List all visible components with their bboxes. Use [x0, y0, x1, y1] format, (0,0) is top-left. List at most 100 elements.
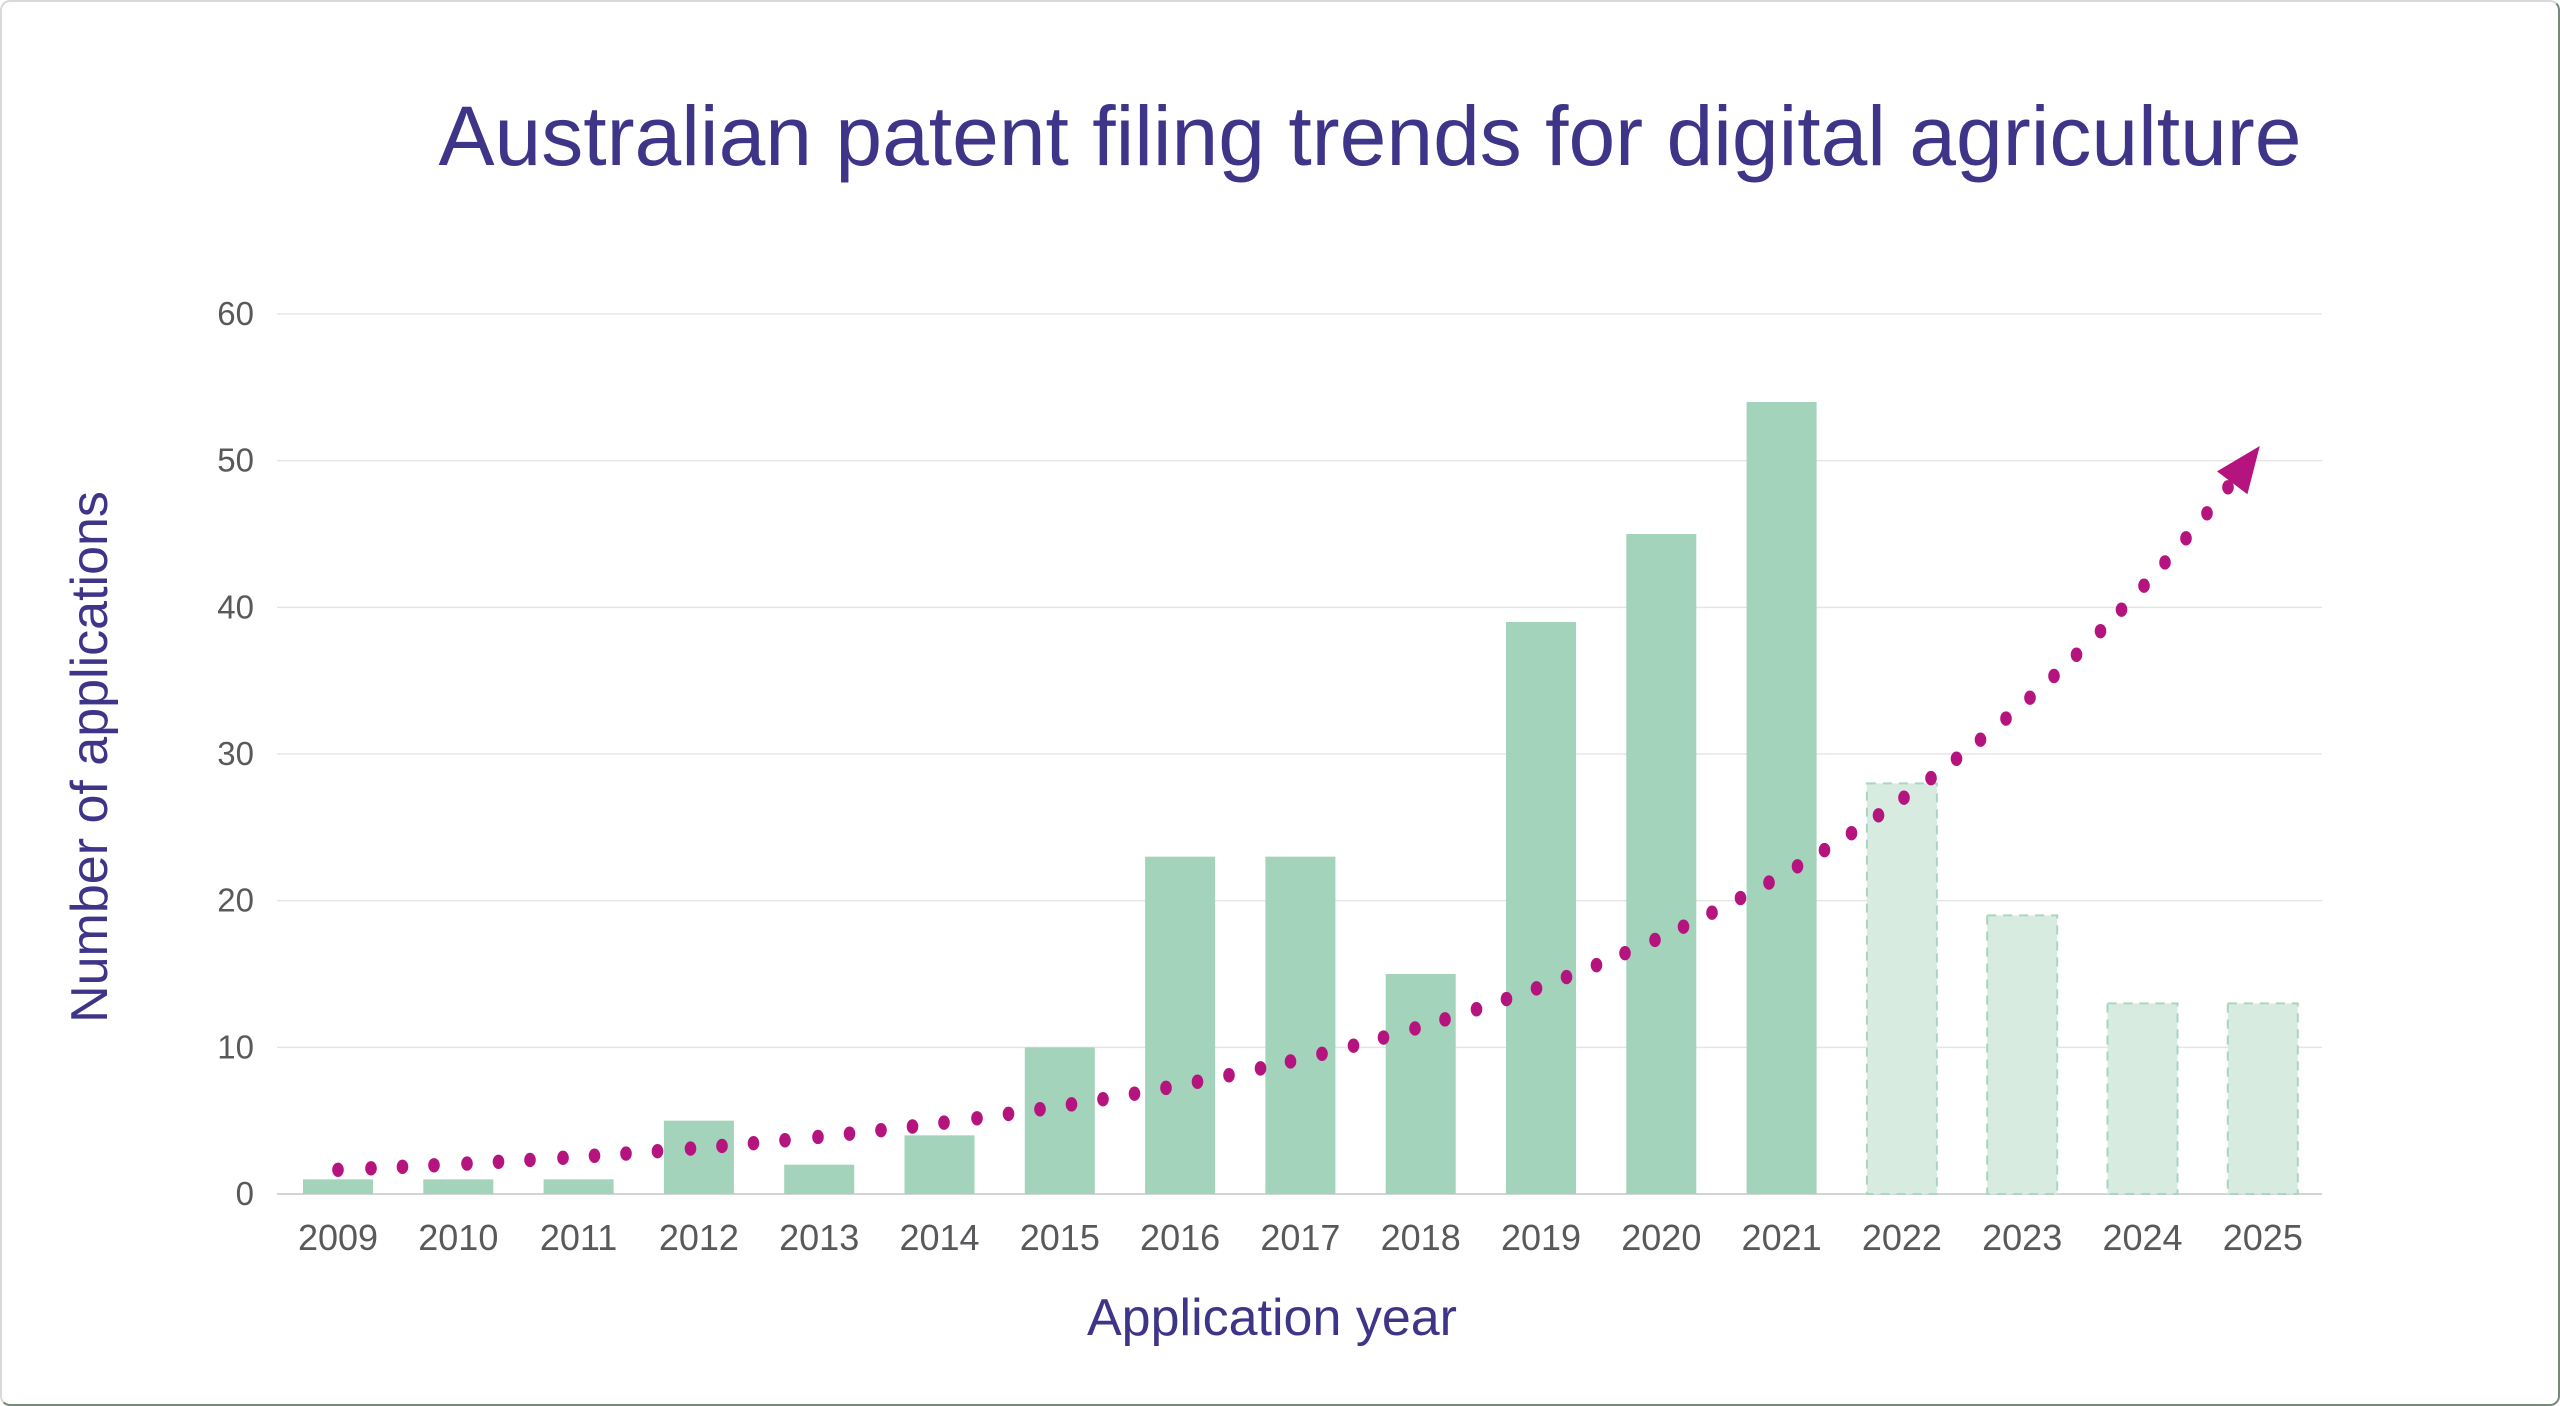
x-tick-2013: 2013 [779, 1217, 859, 1258]
trend-dot [620, 1146, 632, 1161]
trend-dot [1649, 932, 1661, 948]
x-tick-2009: 2009 [298, 1217, 378, 1258]
trend-dot [1439, 1012, 1451, 1027]
trend-dot [1791, 859, 1804, 874]
trend-dot [1223, 1068, 1235, 1083]
trend-dot [779, 1133, 791, 1148]
trend-dot [332, 1162, 344, 1177]
x-tick-2021: 2021 [1742, 1217, 1822, 1258]
trend-dot [2159, 555, 2171, 570]
trend-dot [1950, 751, 1963, 766]
x-tick-2017: 2017 [1260, 1217, 1340, 1258]
bar-2018 [1385, 973, 1456, 1194]
trend-dot [1316, 1046, 1328, 1061]
x-tick-2012: 2012 [659, 1217, 739, 1258]
trend-dot [1191, 1074, 1204, 1089]
forecast-bar-2023 [1986, 914, 2059, 1196]
trend-dot [1925, 770, 1937, 786]
trend-dot [1254, 1061, 1267, 1076]
forecast-bar-2025 [2226, 1002, 2299, 1195]
trend-dot [2115, 602, 2128, 617]
trend-dot [365, 1161, 377, 1176]
trend-dot [875, 1122, 887, 1138]
trend-dot [2138, 578, 2150, 593]
trend-dot [906, 1119, 919, 1134]
bar-2009 [303, 1179, 373, 1194]
chart-title: Australian patent filing trends for digi… [438, 89, 2301, 183]
x-tick-2014: 2014 [899, 1217, 979, 1258]
trend-dot [716, 1138, 728, 1154]
trend-dot [588, 1148, 601, 1163]
trend-dot [1097, 1091, 1109, 1107]
bar-2012 [663, 1120, 734, 1194]
trend-dot [1500, 991, 1513, 1007]
bar-2013 [784, 1164, 855, 1194]
trend-dot [2201, 506, 2213, 521]
trend-dot [1590, 957, 1603, 973]
trend-dot [1763, 875, 1775, 890]
bar-2015 [1024, 1047, 1095, 1194]
trend-dot [1872, 808, 1885, 823]
bar-series [303, 401, 2299, 1196]
x-axis-tick-labels: 2009 2010 2011 2012 2013 2014 2015 2016 2017 2018… [298, 1217, 2303, 1258]
x-tick-2010: 2010 [418, 1217, 498, 1258]
x-axis-title: Application year [1087, 1289, 1457, 1347]
y-tick-10: 10 [217, 1028, 254, 1065]
y-axis-tick-labels: 0 10 20 30 40 50 60 [217, 295, 254, 1212]
y-tick-60: 60 [217, 295, 254, 332]
y-tick-20: 20 [217, 882, 254, 919]
y-axis-title: Number of applications [61, 491, 119, 1023]
trend-dot [2048, 668, 2060, 684]
trend-dot [1065, 1097, 1078, 1112]
trend-dot [2024, 690, 2036, 705]
trend-dot [2070, 647, 2083, 662]
trend-dot [2000, 711, 2012, 726]
trend-dot [1818, 842, 1831, 858]
trend-dot [1560, 969, 1573, 985]
trend-dot [1284, 1054, 1297, 1069]
trend-dot [557, 1150, 569, 1166]
trend-dot [812, 1129, 824, 1145]
x-tick-2023: 2023 [1982, 1217, 2062, 1258]
bar-2014 [904, 1135, 975, 1194]
bar-2020 [1626, 533, 1697, 1194]
gridlines [277, 313, 2322, 1195]
trend-dot [1974, 732, 1987, 747]
trend-dot [492, 1154, 505, 1169]
trend-dot [524, 1152, 536, 1168]
trend-line [332, 446, 2260, 1177]
trend-dot [843, 1126, 856, 1141]
bar-2021 [1746, 401, 1817, 1194]
x-tick-2018: 2018 [1381, 1217, 1461, 1258]
trend-dot [1409, 1021, 1421, 1036]
bar-2011 [543, 1179, 614, 1194]
trend-dot [1619, 945, 1631, 961]
trend-arrowhead-icon [2217, 446, 2260, 495]
trend-dot [396, 1159, 409, 1175]
y-tick-50: 50 [217, 442, 254, 479]
trend-dot [651, 1143, 664, 1159]
y-tick-0: 0 [236, 1175, 254, 1212]
trend-dot [747, 1135, 760, 1151]
x-tick-2015: 2015 [1020, 1217, 1100, 1258]
x-tick-2011: 2011 [540, 1217, 617, 1258]
trend-dot [971, 1111, 983, 1126]
trend-dot [1347, 1038, 1360, 1053]
forecast-bar-2024 [2106, 1002, 2179, 1195]
trend-dot [1002, 1106, 1015, 1122]
trend-dot [1734, 890, 1747, 906]
x-tick-2022: 2022 [1862, 1217, 1942, 1258]
trend-dot [2222, 480, 2234, 495]
trend-dot [1160, 1080, 1172, 1096]
trend-dot [428, 1158, 440, 1173]
bar-2016 [1145, 856, 1216, 1194]
y-tick-30: 30 [217, 735, 254, 772]
trend-dot [461, 1156, 473, 1171]
bar-2017 [1265, 856, 1336, 1194]
trend-dot [1034, 1102, 1046, 1117]
trend-dot [684, 1141, 697, 1156]
trend-dot [2180, 531, 2192, 546]
trend-dot [1530, 981, 1543, 996]
